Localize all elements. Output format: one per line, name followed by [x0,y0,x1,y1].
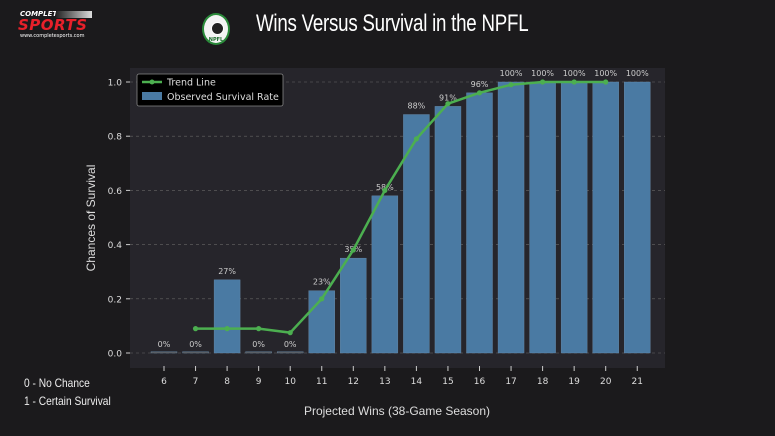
y-tick-label: 1.0 [108,79,123,89]
logo-text-top: COMPLETE [20,10,62,18]
bar-label-17: 100% [500,69,523,78]
bar-13 [371,195,399,354]
bar-label-11: 23% [313,278,331,287]
logo-text-main: SPORTS [18,16,88,34]
trend-point-18 [540,79,546,85]
x-tick-label-16: 16 [474,377,486,387]
npfl-logo: NPFL [202,13,230,45]
bar-label-13: 58% [376,183,394,192]
bar-label-14: 88% [408,102,426,111]
logo-bar [56,11,92,18]
logo-url: www.completesports.com [20,33,85,39]
x-tick-label-10: 10 [284,377,296,387]
trend-point-11 [319,296,325,302]
bar-label-9: 0% [252,340,265,349]
y-tick-label: 0.8 [108,133,123,143]
y-axis-label: Chances of Survival [84,165,98,272]
y-tick-label: 0.2 [108,295,122,305]
x-tick-label-11: 11 [316,377,327,387]
bar-label-18: 100% [531,69,554,78]
trend-point-13 [382,187,388,193]
x-tick-label-13: 13 [379,377,390,387]
bar-18 [529,81,556,354]
x-tick-label-21: 21 [632,377,643,387]
trend-point-7 [192,326,199,332]
trend-point-9 [256,326,262,332]
trend-line [195,80,606,334]
bar-label-6: 0% [158,340,171,349]
trend-point-12 [350,247,356,253]
note-zero: 0 - No Chance [24,376,90,390]
complete-sports-logo: COMPLETE SPORTS www.completesports.com [18,10,94,40]
trend-point-20 [603,79,609,85]
bar-10 [277,351,304,354]
bar-label-19: 100% [563,69,586,78]
bar-17 [497,81,525,354]
trend-point-14 [413,136,419,142]
x-tick-label-18: 18 [537,377,549,387]
bar-15 [434,106,462,354]
bar-21 [624,81,651,354]
trend-point-19 [571,79,577,85]
npfl-logo-text: NPFL [208,37,224,43]
legend-trend-label: Trend Line [166,78,216,89]
bar-7 [182,351,209,354]
bar-9 [245,351,272,354]
bar-label-15: 91% [439,93,457,102]
bar-16 [466,92,493,354]
chart-title: Wins Versus Survival in the NPFL [256,10,529,37]
x-tick-label-15: 15 [442,377,453,387]
legend-bar-swatch [142,92,162,100]
x-tick-label-17: 17 [505,377,516,387]
y-tick-label: 0.4 [108,241,123,251]
trend-point-17 [508,82,514,88]
x-tick-label-9: 9 [256,377,262,387]
bar-label-8: 27% [218,267,236,276]
bar-label-10: 0% [284,340,297,349]
bar-8 [213,279,241,354]
x-tick-label-19: 19 [568,377,580,387]
bar-14 [403,114,430,354]
trend-point-15 [445,101,451,107]
bar-label-21: 100% [626,69,649,78]
x-tick-label-20: 20 [600,377,612,387]
legend-bar-label: Observed Survival Rate [167,92,279,103]
bar-label-7: 0% [189,340,202,349]
note-one: 1 - Certain Survival [24,394,111,408]
bar-label-20: 100% [594,69,617,78]
legend: Trend Line Observed Survival Rate [136,73,284,107]
bar-19 [560,81,588,354]
bar-6 [150,351,178,354]
x-tick-label-14: 14 [411,377,423,387]
trend-point-10 [287,330,293,336]
bar-label-16: 96% [471,80,489,89]
x-tick-label-7: 7 [193,377,199,387]
bar-20 [592,81,619,354]
football-icon [211,22,224,35]
trend-point-8 [224,326,230,332]
x-tick-label-12: 12 [348,377,359,387]
y-tick-label: 0.0 [108,350,123,360]
x-tick-label-6: 6 [161,377,167,387]
trend-point-16 [476,90,483,96]
y-tick-label: 0.6 [108,187,123,197]
bar-12 [340,257,367,354]
x-axis-label: Projected Wins (38-Game Season) [304,404,490,418]
x-tick-label-8: 8 [224,377,230,387]
